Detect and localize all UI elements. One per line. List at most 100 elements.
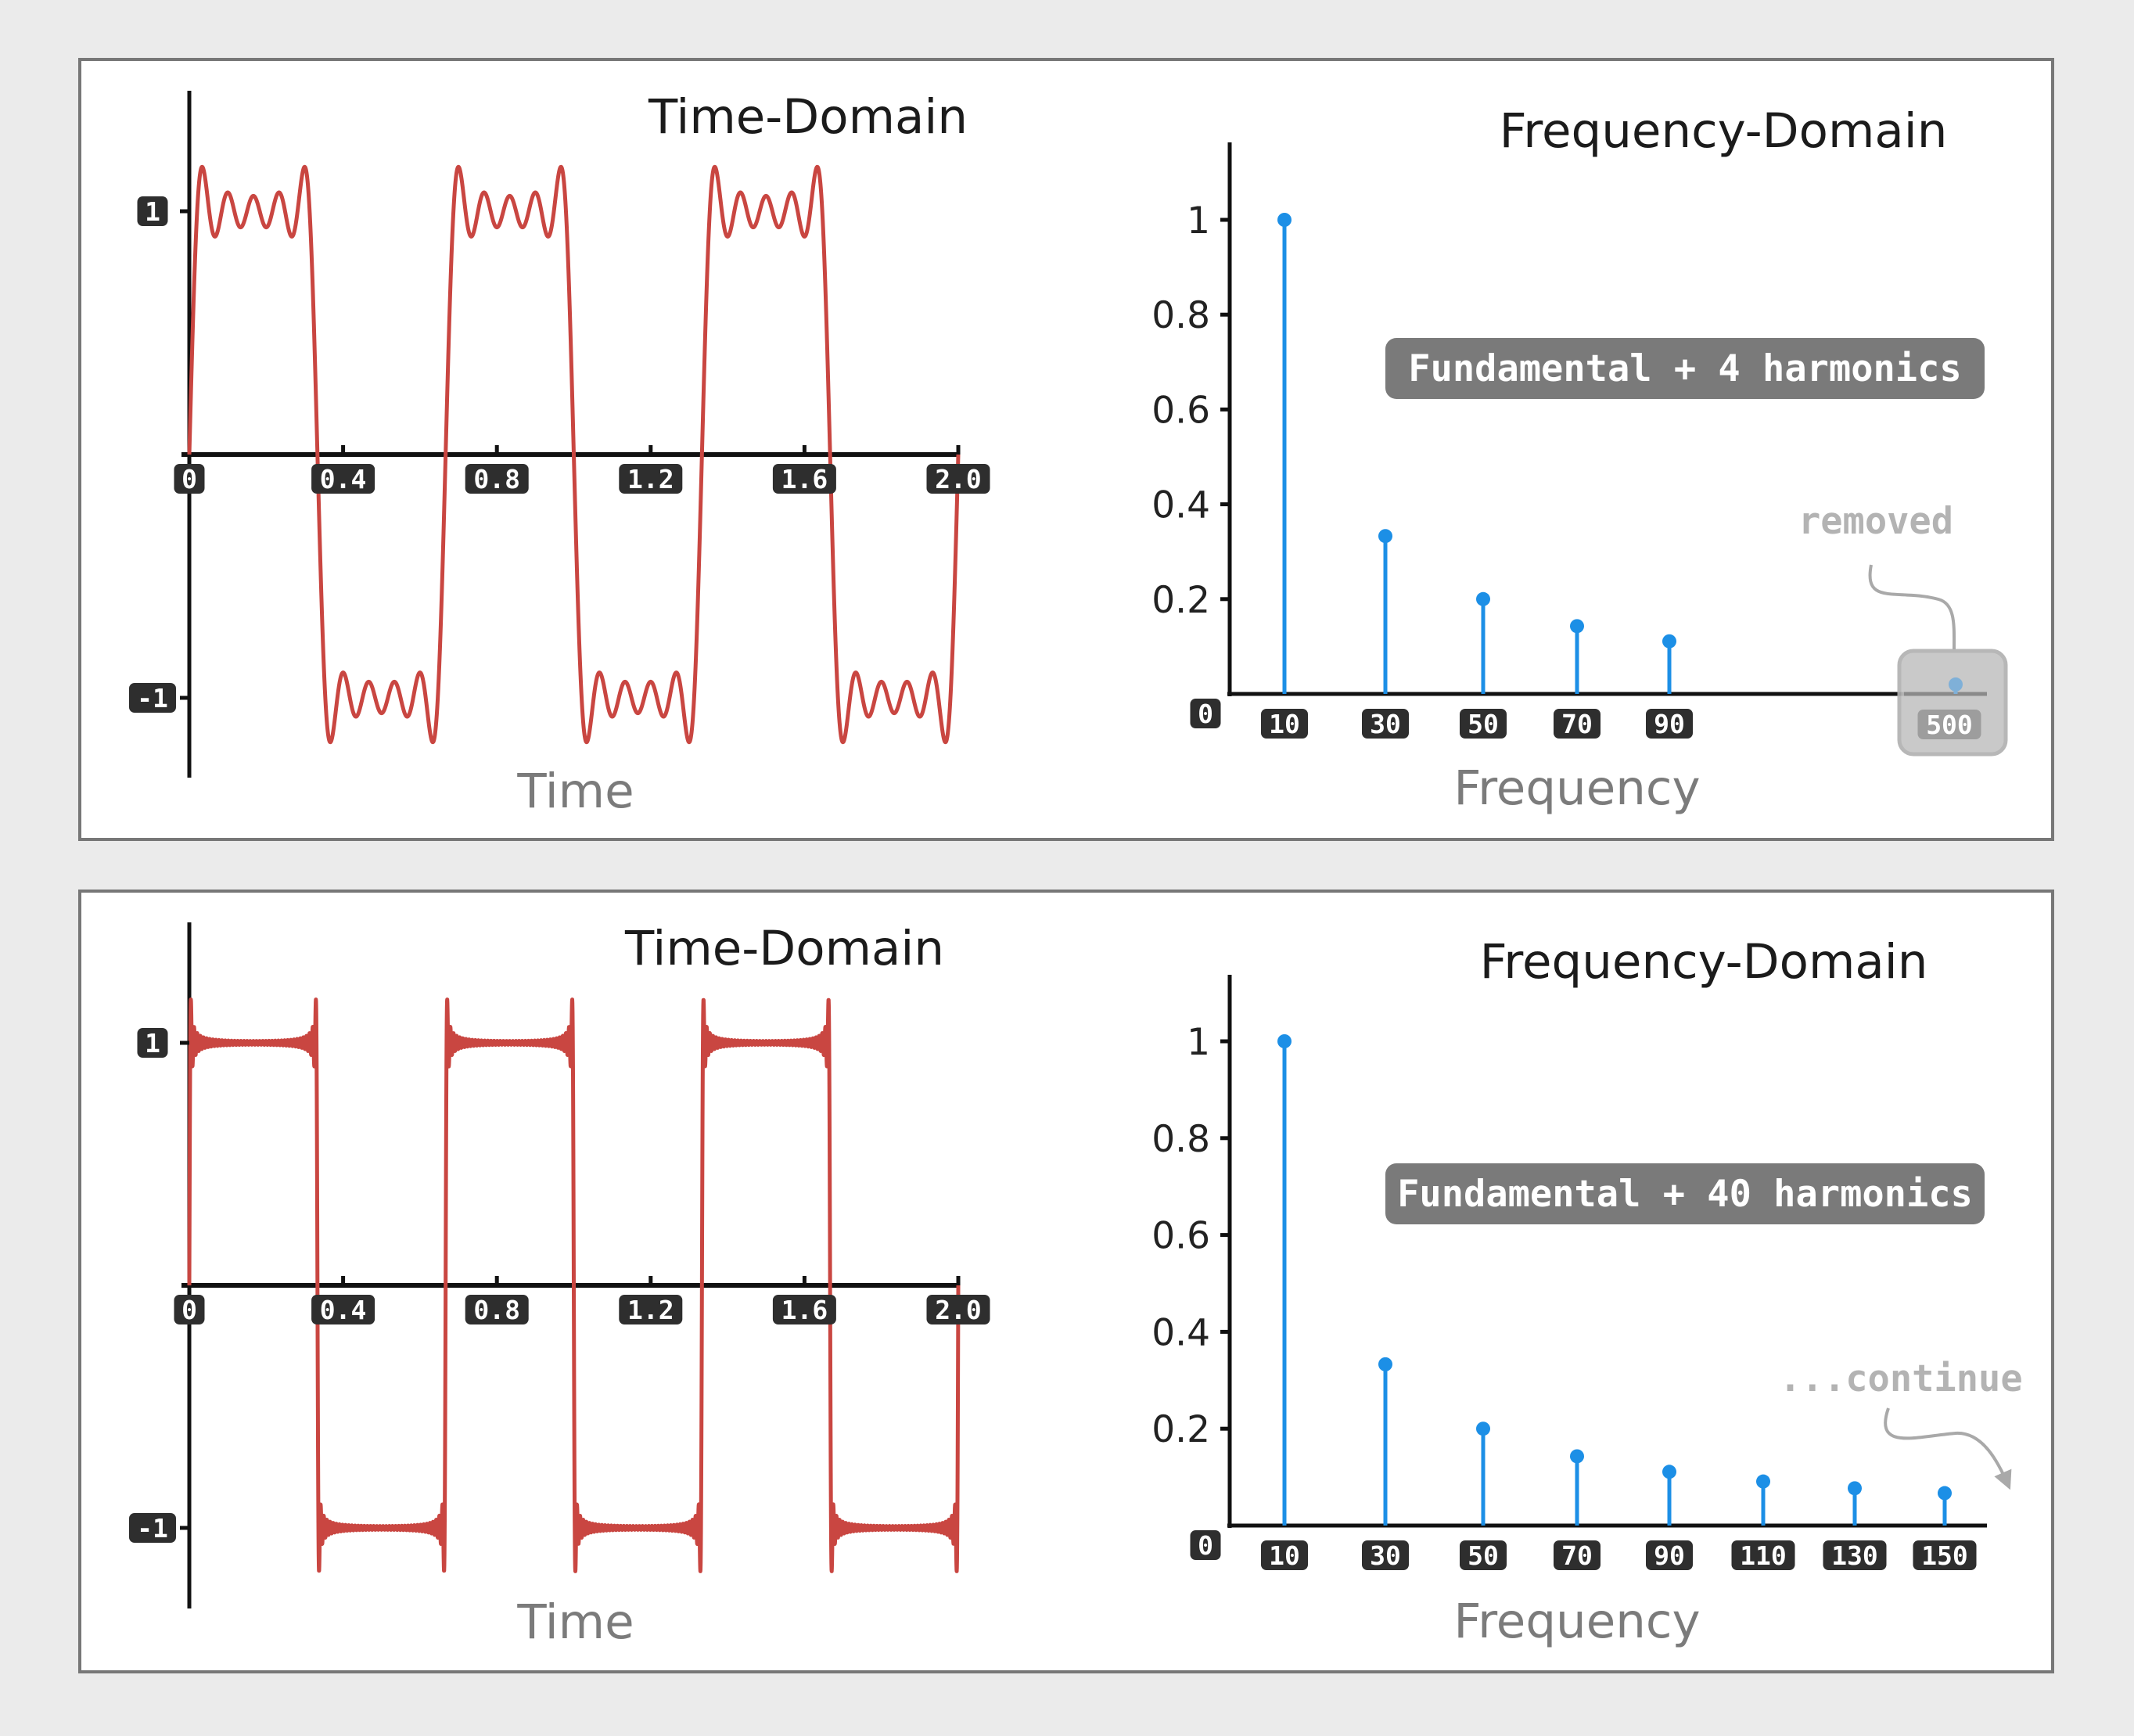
continue-label: ...continue [1779, 1357, 2022, 1400]
stem-marker [1570, 1449, 1584, 1464]
category-label-bg [1554, 1540, 1600, 1570]
x-axis-label: Time [516, 764, 634, 819]
category-label: 10 [1269, 1540, 1300, 1571]
category-label-bg [1913, 1540, 1977, 1570]
stem-marker [1848, 1481, 1862, 1496]
x-tick-label-bg [174, 464, 205, 494]
stem-marker [1662, 1465, 1676, 1479]
zero-label: 0 [1198, 1530, 1213, 1561]
x-axis-label: Frequency [1453, 1594, 1700, 1649]
category-label-bg [1362, 1540, 1409, 1570]
x-tick-label: 1.6 [781, 1295, 828, 1325]
x-tick-label: 0 [181, 1295, 197, 1325]
category-label-bg [1261, 1540, 1308, 1570]
x-tick-label: 2.0 [935, 1295, 982, 1325]
y-tick-label: 1 [145, 196, 160, 227]
x-tick-label-bg [311, 1295, 375, 1324]
y-tick-label: 0.2 [1151, 1408, 1210, 1451]
y-tick-label: 0.6 [1151, 1215, 1210, 1258]
y-tick-label-bg [137, 196, 168, 226]
category-label: 110 [1740, 1540, 1787, 1571]
x-tick-label: 2.0 [935, 464, 982, 494]
stem-marker [1476, 1422, 1490, 1436]
category-label: 30 [1370, 709, 1401, 739]
y-tick-label: 1 [145, 1028, 160, 1058]
category-label: 50 [1468, 709, 1499, 739]
x-tick-label: 0.4 [320, 464, 367, 494]
x-tick-label: 0.8 [473, 1295, 520, 1325]
chart-title: Frequency-Domain [1480, 934, 1928, 990]
stem-marker [1938, 1486, 1952, 1501]
x-tick-label-bg [465, 464, 529, 494]
category-label-bg [1460, 709, 1507, 739]
stem-marker [1570, 619, 1584, 634]
stem-marker [1277, 213, 1292, 227]
x-tick-label: 0.8 [473, 464, 520, 494]
stem-marker [1662, 634, 1676, 649]
removed-pointer-curve [1868, 564, 1956, 650]
time-domain-chart-top: Time-Domain 0 0.4 0.8 1.2 1.6 2.0 1 -1 Time [129, 89, 990, 819]
removed-label: removed [1798, 500, 1953, 543]
x-tick-label: 0 [181, 464, 197, 494]
y-tick-label: 0.4 [1151, 484, 1210, 527]
category-label-bg [1731, 1540, 1795, 1570]
y-tick-label: 0.8 [1151, 1118, 1210, 1161]
y-tick-label: 0.8 [1151, 294, 1210, 337]
stem-marker [1378, 529, 1392, 544]
chart-title: Frequency-Domain [1500, 103, 1948, 159]
y-tick-label: 0.6 [1151, 389, 1210, 432]
y-tick-label: -1 [137, 1513, 168, 1544]
time-domain-chart-bottom: Time-Domain 0 0.4 0.8 1.2 1.6 2.0 1 -1 Time [129, 921, 990, 1650]
x-tick-label-bg [926, 1295, 990, 1324]
category-label: 130 [1831, 1540, 1878, 1571]
category-label-bg [1646, 1540, 1693, 1570]
x-tick-label-bg [311, 464, 375, 494]
annotation-box [1385, 338, 1985, 399]
y-tick-label-bg [129, 683, 176, 713]
y-tick-label: 1 [1187, 1021, 1210, 1064]
stem-marker [1378, 1357, 1392, 1371]
zero-label-bg [1190, 1530, 1221, 1560]
x-tick-label: 0.4 [320, 1295, 367, 1325]
annotation-box [1385, 1163, 1985, 1224]
y-tick-label: 0.2 [1151, 579, 1210, 622]
x-axis-label: Frequency [1453, 760, 1700, 816]
category-label: 70 [1561, 709, 1593, 739]
category-label-bg [1362, 709, 1409, 739]
x-axis-label: Time [516, 1594, 634, 1650]
removed-stem-marker [1949, 677, 1963, 692]
zero-label-bg [1190, 699, 1221, 728]
category-label: 10 [1269, 709, 1300, 739]
annotation-text: Fundamental + 40 harmonics [1397, 1173, 1973, 1216]
category-label: 50 [1468, 1540, 1499, 1571]
x-tick-label: 1.2 [627, 464, 674, 494]
y-tick-label-bg [137, 1028, 168, 1058]
y-tick-label: -1 [137, 683, 168, 713]
chart-title: Time-Domain [648, 89, 968, 145]
x-tick-label-bg [926, 464, 990, 494]
continue-arrow [1884, 1407, 2012, 1490]
stem-marker [1277, 1034, 1292, 1048]
x-tick-label-bg [619, 1295, 683, 1324]
category-label: 30 [1370, 1540, 1401, 1571]
x-tick-label: 1.6 [781, 464, 828, 494]
removed-category-label: 500 [1926, 710, 1973, 740]
category-label-bg [1554, 709, 1600, 739]
category-label: 150 [1921, 1540, 1968, 1571]
x-tick-label-bg [772, 464, 836, 494]
stem-marker [1756, 1474, 1770, 1489]
zero-label: 0 [1198, 699, 1213, 729]
category-label: 70 [1561, 1540, 1593, 1571]
category-label-bg [1646, 709, 1693, 739]
x-tick-label-bg [465, 1295, 529, 1324]
x-tick-label-bg [619, 464, 683, 494]
waveform-line [187, 164, 961, 745]
category-label: 90 [1654, 1540, 1685, 1571]
category-label-bg [1823, 1540, 1887, 1570]
annotation-text: Fundamental + 4 harmonics [1408, 347, 1961, 390]
panel-top [78, 58, 2054, 841]
waveform-line [187, 997, 961, 1573]
